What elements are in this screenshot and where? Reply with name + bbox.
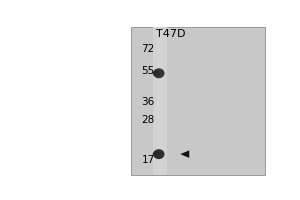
Ellipse shape <box>152 70 160 76</box>
Text: T47D: T47D <box>156 29 186 39</box>
Text: 28: 28 <box>142 115 155 125</box>
Bar <box>130 27 266 175</box>
Polygon shape <box>180 150 189 158</box>
Text: 55: 55 <box>142 66 155 76</box>
Ellipse shape <box>152 151 160 157</box>
Ellipse shape <box>153 149 164 159</box>
Text: 17: 17 <box>142 155 155 165</box>
Text: 36: 36 <box>142 97 155 107</box>
Text: 72: 72 <box>142 44 155 54</box>
Bar <box>153 27 167 175</box>
Ellipse shape <box>153 68 164 78</box>
